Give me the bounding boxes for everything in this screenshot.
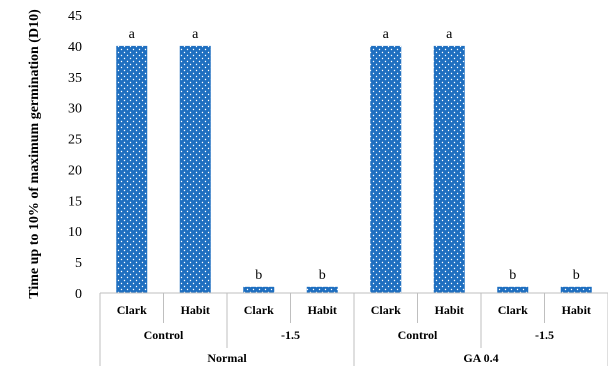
x-tick-label-cultivar: Clark — [244, 303, 274, 317]
y-tick-label: 0 — [75, 287, 82, 302]
x-group-label-treatment: Normal — [207, 351, 247, 365]
x-tick-label-cultivar: Habit — [308, 303, 337, 317]
bar — [179, 45, 211, 294]
x-group-label-stress: -1.5 — [281, 328, 300, 342]
bar — [116, 45, 148, 294]
x-group-label-stress: Control — [398, 328, 438, 342]
bar — [560, 286, 592, 293]
x-group-label-stress: -1.5 — [535, 328, 554, 342]
y-tick-label: 10 — [68, 225, 82, 240]
y-tick-label: 15 — [68, 194, 82, 209]
bar — [243, 286, 275, 293]
bar — [306, 286, 338, 293]
x-tick-label-cultivar: Clark — [371, 303, 401, 317]
bar — [433, 45, 465, 294]
bar — [370, 45, 402, 294]
y-tick-label: 25 — [68, 133, 82, 148]
data-label: a — [129, 27, 136, 42]
data-label: b — [509, 268, 516, 283]
data-label: b — [573, 268, 580, 283]
data-label: a — [192, 27, 199, 42]
y-tick-label: 45 — [68, 9, 82, 24]
x-tick-label-cultivar: Habit — [181, 303, 210, 317]
x-tick-label-cultivar: Clark — [498, 303, 528, 317]
data-label: a — [446, 27, 453, 42]
x-tick-label-cultivar: Habit — [562, 303, 591, 317]
x-tick-label-cultivar: Habit — [435, 303, 464, 317]
x-tick-label-cultivar: Clark — [117, 303, 147, 317]
y-tick-label: 40 — [68, 40, 82, 55]
data-label: a — [383, 27, 390, 42]
y-axis-title: Time up to 10% of maximum germination (D… — [27, 9, 42, 299]
x-group-label-stress: Control — [144, 328, 184, 342]
y-tick-label: 20 — [68, 163, 82, 178]
y-tick-label: 35 — [68, 71, 82, 86]
data-label: b — [255, 268, 262, 283]
bar — [497, 286, 529, 293]
y-tick-label: 30 — [68, 102, 82, 117]
y-tick-label: 5 — [75, 256, 82, 271]
x-group-label-treatment: GA 0.4 — [463, 351, 498, 365]
data-label: b — [319, 268, 326, 283]
